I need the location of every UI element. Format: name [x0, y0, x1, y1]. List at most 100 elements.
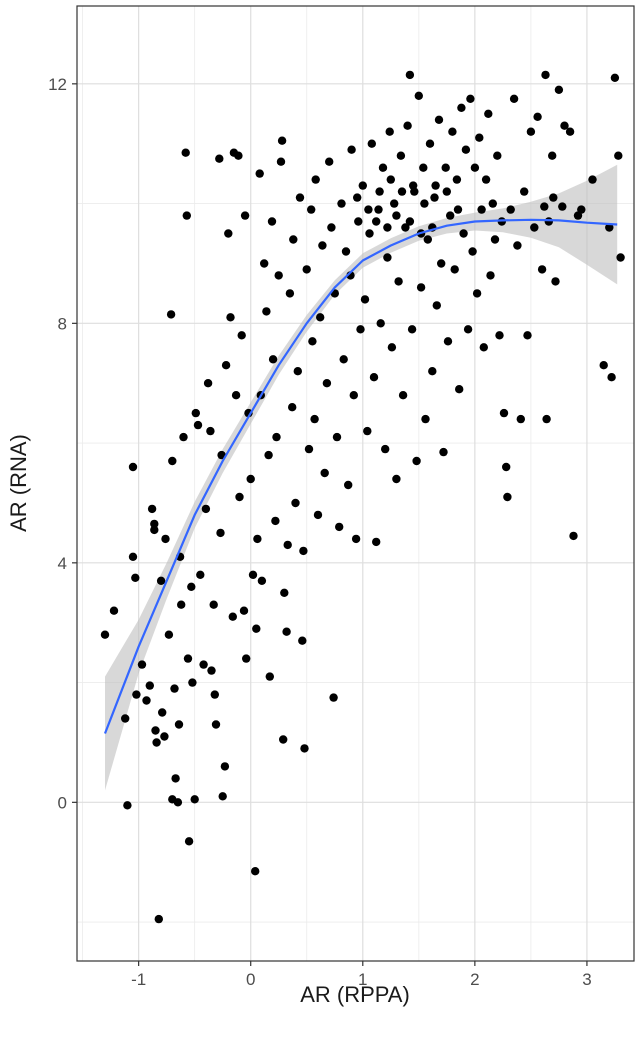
- data-point: [523, 331, 532, 340]
- data-point: [173, 798, 183, 807]
- data-point: [188, 678, 197, 687]
- data-point: [385, 127, 394, 136]
- data-point: [298, 636, 307, 645]
- data-point: [499, 408, 509, 418]
- data-point: [235, 492, 244, 502]
- data-point: [262, 307, 271, 316]
- data-point: [554, 85, 564, 95]
- data-point: [405, 70, 415, 80]
- data-point: [313, 510, 323, 520]
- data-point: [577, 205, 586, 214]
- data-point: [150, 525, 159, 535]
- data-point: [392, 211, 401, 220]
- data-point: [378, 163, 388, 172]
- data-point: [190, 795, 199, 804]
- data-point: [285, 289, 295, 298]
- data-point: [260, 259, 269, 268]
- data-point: [344, 480, 353, 490]
- data-point: [322, 379, 332, 388]
- data-point: [100, 630, 110, 639]
- data-point: [164, 630, 174, 639]
- data-point: [211, 720, 221, 729]
- data-point: [191, 408, 200, 418]
- data-point: [610, 73, 620, 83]
- data-point: [386, 175, 395, 184]
- data-point: [302, 265, 311, 274]
- x-axis-title: AR (RPPA): [300, 982, 410, 1007]
- data-point: [614, 151, 623, 160]
- data-point: [257, 576, 267, 585]
- data-point: [179, 432, 188, 442]
- data-point: [199, 660, 208, 669]
- x-tick-label: -1: [131, 970, 146, 989]
- data-point: [246, 474, 255, 484]
- data-point: [308, 337, 317, 346]
- data-point: [356, 325, 365, 334]
- data-point: [283, 540, 292, 550]
- data-point: [300, 744, 309, 753]
- data-point: [430, 193, 439, 202]
- data-point: [255, 169, 264, 178]
- data-point: [434, 115, 444, 125]
- data-point: [360, 295, 370, 304]
- data-point: [459, 229, 468, 238]
- data-point: [304, 444, 314, 454]
- data-point: [439, 447, 448, 457]
- loess-fit-line: [103, 218, 618, 734]
- data-point: [443, 337, 453, 346]
- data-point: [431, 181, 440, 190]
- data-point: [277, 136, 287, 145]
- data-point: [280, 588, 289, 597]
- plot-panel-border: [76, 5, 635, 962]
- data-point: [320, 468, 329, 478]
- data-point: [560, 121, 569, 130]
- data-point: [533, 112, 542, 122]
- data-point: [299, 546, 308, 556]
- x-tick-label: 0: [246, 970, 255, 989]
- data-point: [383, 223, 392, 232]
- data-point: [311, 175, 320, 184]
- data-point: [493, 151, 502, 160]
- data-point: [354, 217, 363, 226]
- data-point: [530, 223, 539, 232]
- data-point: [268, 355, 278, 364]
- data-point: [420, 199, 429, 208]
- data-point: [376, 319, 385, 328]
- data-point: [495, 331, 504, 340]
- data-point: [248, 570, 258, 579]
- data-point: [419, 163, 428, 172]
- data-point: [242, 654, 251, 663]
- data-point: [466, 94, 475, 104]
- data-point: [152, 738, 161, 747]
- data-point: [216, 528, 225, 538]
- data-point: [201, 504, 211, 514]
- data-point: [428, 367, 437, 376]
- y-tick-label: 4: [58, 554, 67, 573]
- data-point: [374, 205, 383, 214]
- data-point: [161, 534, 170, 544]
- data-point: [398, 391, 408, 400]
- data-point: [325, 157, 334, 166]
- data-point: [488, 199, 497, 208]
- data-point: [477, 205, 486, 214]
- data-point: [231, 391, 241, 400]
- data-point: [265, 672, 274, 681]
- data-point: [128, 462, 138, 472]
- data-point: [599, 361, 608, 370]
- data-point: [293, 367, 302, 376]
- data-point: [267, 217, 277, 226]
- data-point: [520, 187, 529, 196]
- data-point: [549, 193, 558, 202]
- data-point: [203, 379, 213, 388]
- data-point: [166, 310, 176, 319]
- data-point: [154, 914, 163, 924]
- data-point: [183, 654, 193, 663]
- data-point: [210, 690, 219, 699]
- data-point: [128, 552, 138, 561]
- data-point: [171, 774, 180, 783]
- data-point: [509, 94, 519, 104]
- data-point: [403, 121, 412, 130]
- data-point: [457, 103, 466, 113]
- data-point: [468, 247, 477, 256]
